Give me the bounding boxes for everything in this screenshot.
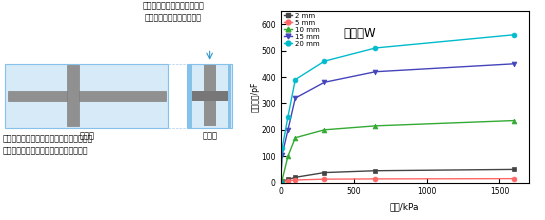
15 mm — [277, 181, 284, 184]
5 mm — [511, 177, 517, 180]
10 mm — [511, 119, 517, 122]
2 mm — [372, 169, 379, 172]
Bar — [67, 65, 79, 126]
10 mm — [279, 179, 286, 181]
Text: 同じライン幅の配線で垂直に交差させ、重
なり部をキャパシタとして機能させる。: 同じライン幅の配線で垂直に交差させ、重 なり部をキャパシタとして機能させる。 — [3, 134, 93, 155]
15 mm — [511, 62, 517, 65]
2 mm — [277, 181, 284, 184]
Line: 20 mm: 20 mm — [278, 32, 517, 185]
5 mm — [279, 180, 286, 183]
10 mm — [321, 128, 328, 131]
5 mm — [277, 181, 284, 184]
Line: 15 mm: 15 mm — [278, 61, 517, 185]
20 mm — [277, 181, 284, 184]
Legend: 2 mm, 5 mm, 10 mm, 15 mm, 20 mm: 2 mm, 5 mm, 10 mm, 15 mm, 20 mm — [284, 13, 319, 47]
20 mm — [511, 33, 517, 36]
10 mm — [292, 136, 299, 139]
Bar — [192, 91, 227, 101]
5 mm — [292, 179, 299, 181]
Text: 断面図: 断面図 — [202, 131, 217, 140]
Bar — [187, 64, 232, 128]
2 mm — [511, 168, 517, 171]
2 mm — [292, 176, 299, 179]
20 mm — [372, 47, 379, 49]
Text: 高伸縮性エラストマーフィル
ムを誘電体層として用いる: 高伸縮性エラストマーフィル ムを誘電体層として用いる — [143, 1, 204, 22]
Line: 5 mm: 5 mm — [278, 176, 517, 185]
20 mm — [279, 147, 286, 150]
Bar — [227, 64, 231, 128]
Bar — [8, 91, 166, 101]
15 mm — [321, 81, 328, 84]
10 mm — [284, 155, 291, 158]
Bar — [5, 64, 168, 128]
20 mm — [292, 78, 299, 81]
Y-axis label: 静電容量/pF: 静電容量/pF — [251, 82, 260, 112]
15 mm — [292, 97, 299, 99]
2 mm — [279, 180, 286, 183]
15 mm — [284, 128, 291, 131]
Line: 2 mm: 2 mm — [278, 167, 517, 185]
5 mm — [321, 178, 328, 180]
20 mm — [321, 60, 328, 62]
2 mm — [321, 171, 328, 174]
5 mm — [372, 178, 379, 180]
15 mm — [372, 70, 379, 73]
Text: 配線幅W: 配線幅W — [343, 27, 376, 40]
Bar — [188, 64, 192, 128]
Line: 10 mm: 10 mm — [278, 118, 517, 185]
20 mm — [284, 115, 291, 118]
2 mm — [284, 178, 291, 181]
Bar — [204, 65, 215, 126]
Text: 上面図: 上面図 — [79, 131, 94, 140]
15 mm — [279, 154, 286, 156]
10 mm — [277, 181, 284, 184]
5 mm — [284, 180, 291, 182]
10 mm — [372, 125, 379, 127]
X-axis label: 圧力/kPa: 圧力/kPa — [390, 202, 420, 211]
